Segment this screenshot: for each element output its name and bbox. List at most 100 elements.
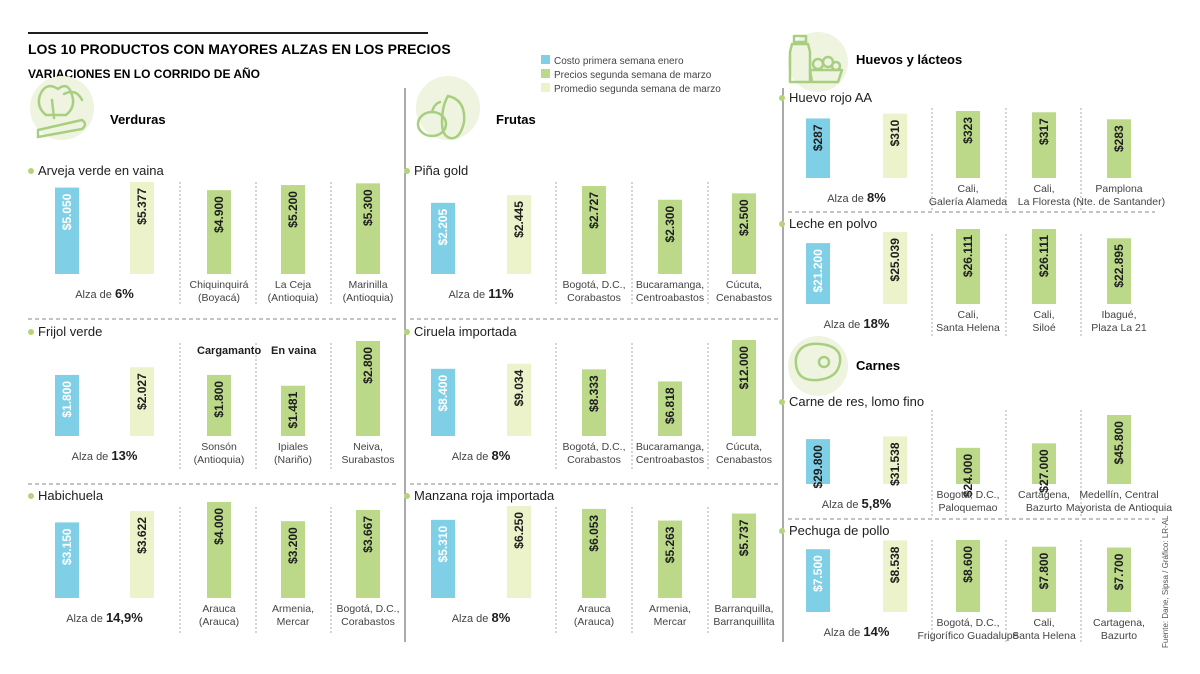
product-panel: Piña gold $2.205 $2.445 $2.727 Bogotá, D.C.,… [404, 163, 772, 305]
increase-prefix: Alza de [452, 451, 492, 463]
bar-marzo [207, 190, 231, 274]
bar-marzo [281, 385, 305, 436]
bar-marzo [732, 193, 756, 274]
bar-marzo [582, 369, 606, 436]
city-label: La Floresta [1018, 196, 1071, 208]
section-carnes: Carnes [788, 336, 900, 396]
value-label: $310 [888, 119, 902, 146]
increase-prefix: Alza de [824, 319, 864, 331]
bar-marzo [207, 502, 231, 598]
variety-label: Cargamanto [197, 345, 261, 357]
bar-marzo [207, 374, 231, 436]
city-label: Corabastos [341, 616, 395, 628]
increase-label: Alza de 14,9% [66, 610, 143, 625]
city-label: Bogotá, D.C., [936, 489, 999, 501]
product-title: Ciruela importada [414, 324, 517, 339]
bar-promedio [507, 195, 531, 274]
bar-promedio [507, 363, 531, 436]
page-title: LOS 10 PRODUCTOS CON MAYORES ALZAS EN LO… [28, 41, 451, 57]
value-label: $5.737 [737, 519, 751, 556]
bar-marzo [658, 199, 682, 274]
fruits-icon [416, 94, 466, 140]
city-label: Cúcuta, [726, 441, 762, 453]
bar-marzo [1032, 443, 1056, 484]
value-label: $4.000 [212, 508, 226, 545]
legend-swatch-promedio [541, 83, 550, 92]
bar-promedio [883, 436, 907, 484]
bar-marzo [1107, 547, 1131, 612]
value-label: $21.200 [811, 249, 825, 293]
city-label: Ipiales [278, 441, 308, 453]
bar-marzo [281, 521, 305, 598]
product-title: Huevo rojo AA [789, 90, 872, 105]
bar-enero [806, 549, 830, 612]
value-label: $5.050 [60, 193, 74, 230]
product-panel: Leche en polvo $21.200 $25.039 $26.111 Cali,… [779, 216, 1147, 336]
section-verduras: Verduras [30, 76, 166, 140]
city-label: Siloé [1032, 322, 1056, 334]
city-label: (Antioquia) [343, 292, 394, 304]
value-label: $12.000 [737, 346, 751, 390]
increase-prefix: Alza de [448, 289, 488, 301]
bar-promedio [883, 113, 907, 178]
value-label: $7.500 [811, 555, 825, 592]
product-panel: Frijol verde $1.800 $2.027 $1.800 Sonsón(Ant… [28, 324, 395, 470]
value-label: $24.000 [961, 454, 975, 498]
product-title: Manzana roja importada [414, 488, 555, 503]
value-label: $3.150 [60, 528, 74, 565]
city-label: Pamplona [1095, 183, 1142, 195]
value-label: $287 [811, 124, 825, 151]
bullet-dot [779, 528, 785, 534]
bar-enero [806, 439, 830, 484]
city-label: Mercar [654, 616, 687, 628]
value-label: $2.300 [663, 205, 677, 242]
bar-marzo [1107, 415, 1131, 484]
meat-icon [794, 342, 842, 382]
increase-prefix: Alza de [827, 193, 867, 205]
city-label: Barranquillita [713, 616, 774, 628]
city-label: Cenabastos [716, 454, 772, 466]
value-label: $5.377 [135, 188, 149, 225]
city-label: Armenia, [272, 603, 314, 615]
section-title: Frutas [496, 112, 536, 127]
bar-marzo [356, 341, 380, 436]
product-panel: Carne de res, lomo fino $29.800 $31.538 $24… [779, 394, 1172, 518]
value-label: $6.053 [587, 515, 601, 552]
value-label: $8.600 [961, 546, 975, 583]
city-label: (Antioquia) [194, 454, 245, 466]
increase-prefix: Alza de [824, 627, 864, 639]
city-label: Corabastos [567, 454, 621, 466]
bar-marzo [1032, 112, 1056, 178]
increase-value: 14,9% [106, 610, 143, 625]
city-label: La Ceja [275, 279, 311, 291]
bar-enero [431, 519, 455, 598]
increase-label: Alza de 13% [72, 448, 138, 463]
bar-marzo [582, 508, 606, 598]
bar-marzo [1032, 229, 1056, 304]
legend-label-marzo: Precios segunda semana de marzo [554, 70, 712, 81]
city-label: Cali, [1033, 617, 1054, 629]
value-label: $2.500 [737, 199, 751, 236]
city-label: Bogotá, D.C., [936, 617, 999, 629]
bar-marzo [658, 381, 682, 436]
increase-label: Alza de 6% [75, 286, 134, 301]
city-label: Galería Alameda [929, 196, 1007, 208]
vegetables-icon-bg [30, 76, 94, 140]
value-label: $8.400 [436, 374, 450, 411]
value-label: $323 [961, 117, 975, 144]
value-label: $29.800 [811, 445, 825, 489]
city-label: Cartagena, [1018, 489, 1070, 501]
city-label: Mayorista de Antioquia [1066, 502, 1172, 514]
bullet-dot [28, 168, 34, 174]
value-label: $2.445 [512, 201, 526, 238]
increase-value: 5,8% [862, 496, 892, 511]
increase-label: Alza de 18% [824, 316, 890, 331]
value-label: $3.622 [135, 517, 149, 554]
increase-prefix: Alza de [66, 613, 106, 625]
increase-prefix: Alza de [822, 499, 862, 511]
bar-marzo [732, 340, 756, 436]
city-label: Cartagena, [1093, 617, 1145, 629]
increase-value: 8% [491, 448, 510, 463]
bar-marzo [1032, 546, 1056, 612]
increase-label: Alza de 5,8% [822, 496, 892, 511]
